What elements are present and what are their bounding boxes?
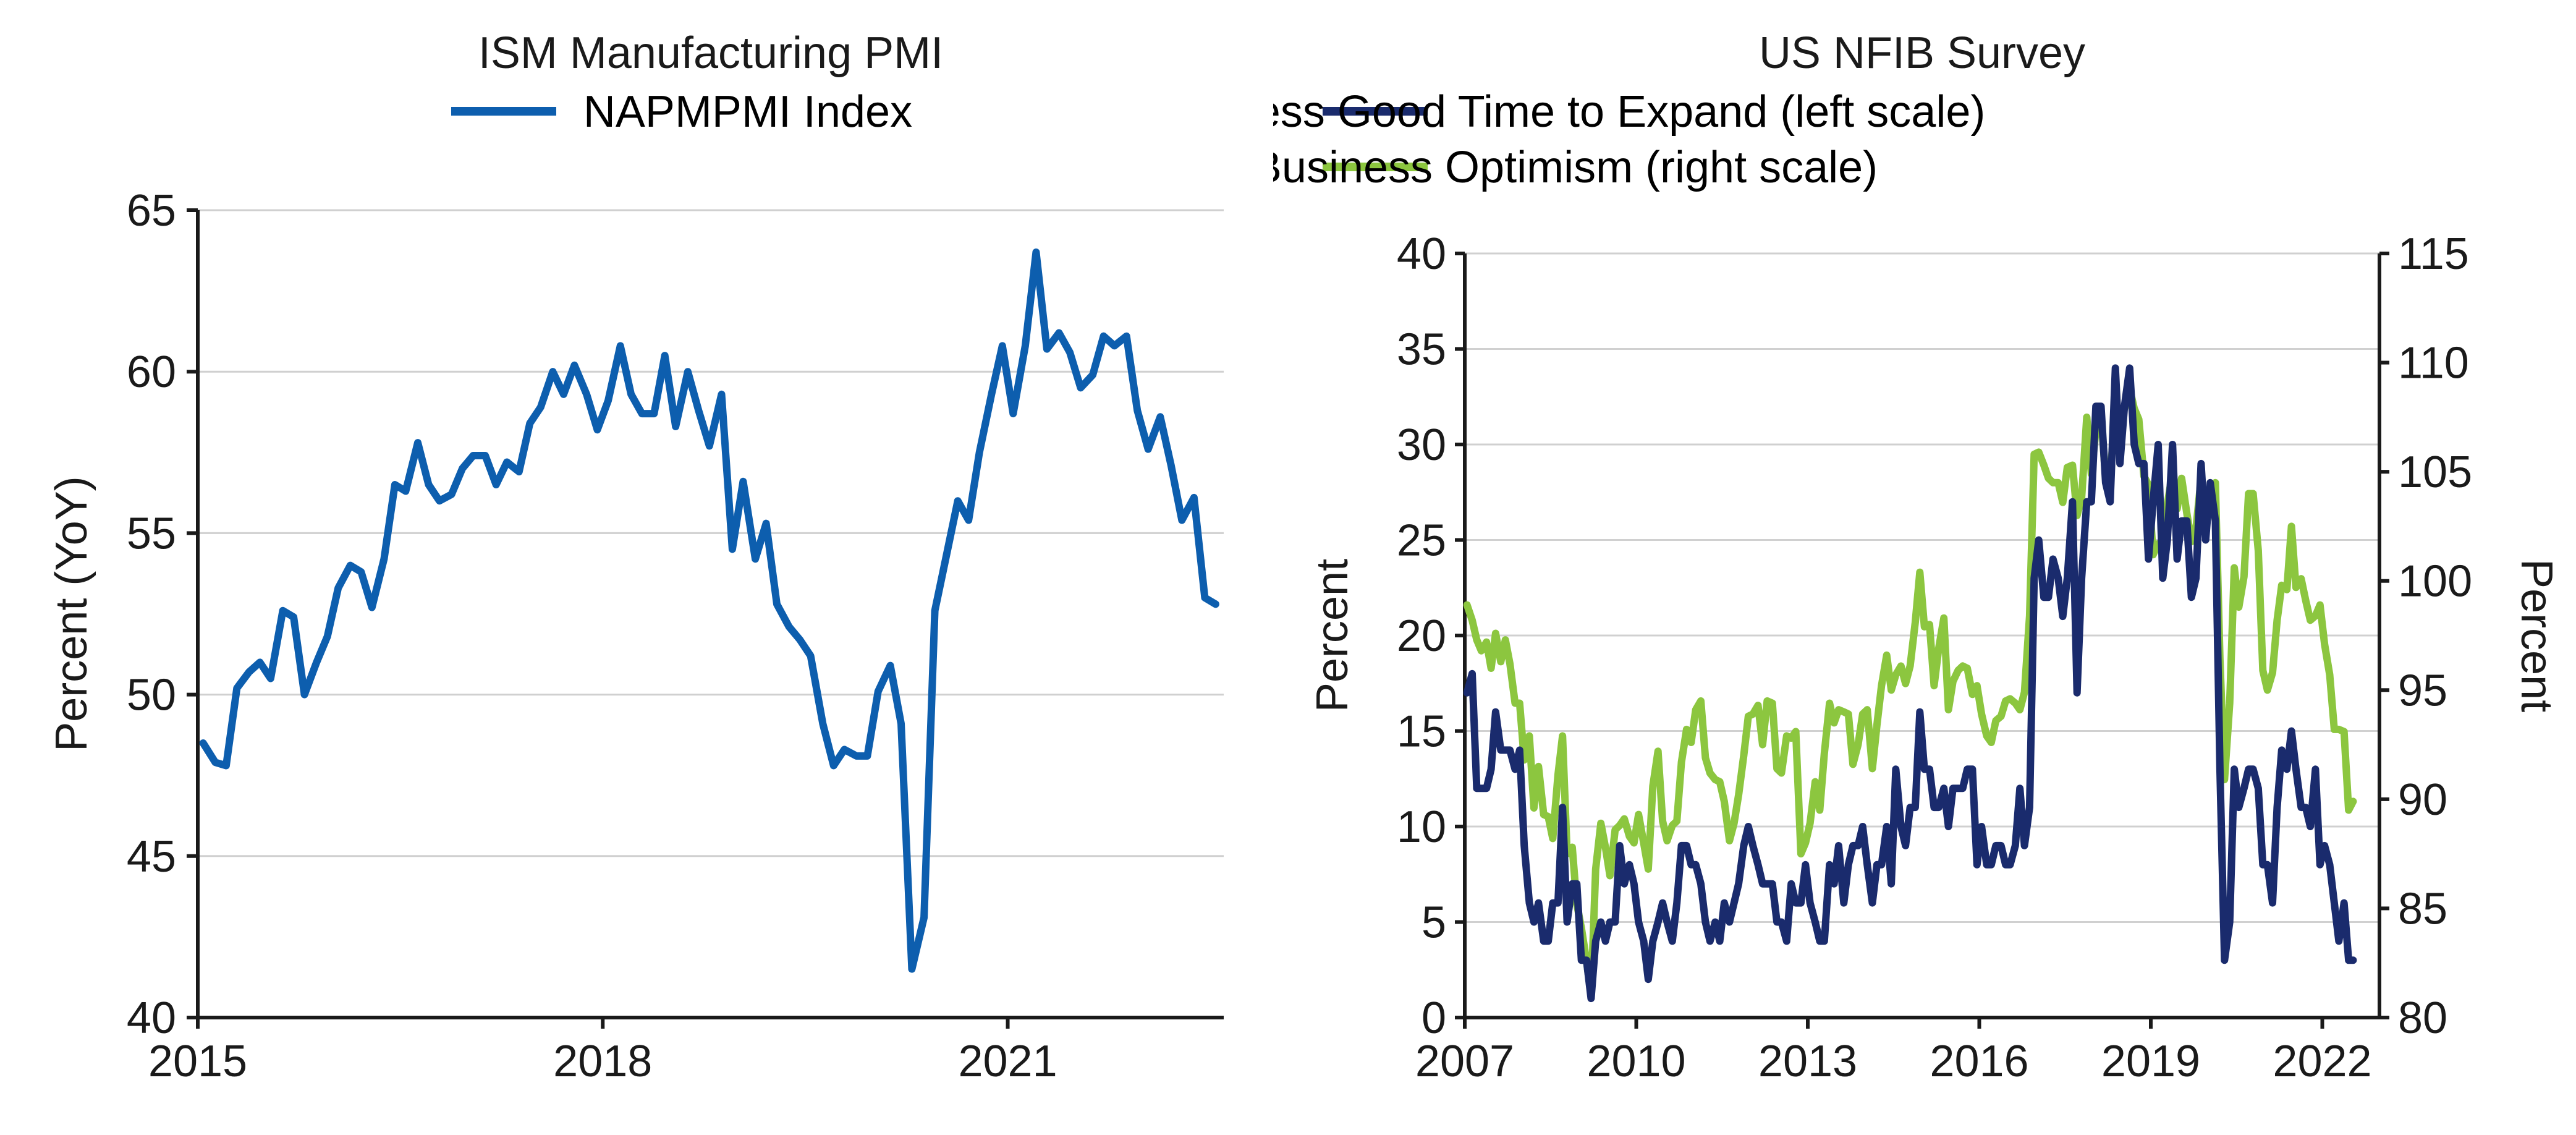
x-tick-label: 2010: [1587, 1037, 1685, 1086]
x-tick-label: 2022: [2273, 1037, 2371, 1086]
y-tick-label: 50: [127, 671, 176, 720]
chart-title: ISM Manufacturing PMI: [478, 28, 943, 78]
y-left-tick-label: 30: [1397, 420, 1446, 470]
y-right-tick-label: 85: [2398, 884, 2447, 933]
y-right-tick-label: 95: [2398, 666, 2447, 715]
y-right-tick-label: 115: [2398, 229, 2469, 279]
y-right-tick-label: 90: [2398, 775, 2447, 825]
series-line: [1467, 368, 2354, 998]
y-axis-label: Percent (YoY): [47, 476, 96, 752]
y-left-tick-label: 5: [1421, 898, 1446, 948]
y-left-tick-label: 0: [1421, 993, 1446, 1043]
y-tick-label: 40: [127, 993, 176, 1043]
x-tick-label: 2013: [1758, 1037, 1857, 1086]
legend-label: NFIB Small Business Good Time to Expand …: [1273, 87, 1985, 137]
y-right-tick-label: 100: [2398, 557, 2472, 606]
y-left-axis-label: Percent: [1308, 559, 1357, 712]
chart-title: US NFIB Survey: [1759, 28, 2085, 78]
x-tick-label: 2021: [958, 1037, 1057, 1086]
series-line: [203, 252, 1216, 969]
x-tick-label: 2019: [2101, 1037, 2200, 1086]
y-left-tick-label: 35: [1397, 325, 1446, 375]
x-tick-label: 2018: [553, 1037, 652, 1086]
y-left-tick-label: 25: [1397, 516, 1446, 566]
y-tick-label: 60: [127, 347, 176, 397]
y-right-tick-label: 110: [2398, 339, 2469, 388]
y-left-tick-label: 10: [1397, 802, 1446, 852]
y-right-tick-label: 105: [2398, 448, 2472, 497]
x-tick-label: 2016: [1930, 1037, 2028, 1086]
ism-pmi-chart: ISM Manufacturing PMI NAPMPMI Index 40 45 50…: [37, 19, 1261, 1116]
y-right-tick-label: 80: [2398, 993, 2447, 1043]
y-left-tick-label: 20: [1397, 611, 1446, 661]
y-tick-label: 55: [127, 509, 176, 558]
y-tick-label: 65: [127, 186, 176, 236]
legend-label: NFIB Small Business Optimism (right scal…: [1273, 143, 1878, 192]
nfib-survey-chart: US NFIB Survey NFIB Small Business Good T…: [1273, 19, 2559, 1116]
y-left-tick-label: 15: [1397, 707, 1446, 757]
y-right-axis-label: Percent: [2512, 559, 2559, 712]
y-tick-label: 45: [127, 832, 176, 882]
x-tick-label: 2007: [1415, 1037, 1514, 1086]
y-left-tick-label: 40: [1397, 229, 1446, 279]
legend-label: NAPMPMI Index: [583, 87, 912, 137]
x-tick-label: 2015: [148, 1037, 247, 1086]
